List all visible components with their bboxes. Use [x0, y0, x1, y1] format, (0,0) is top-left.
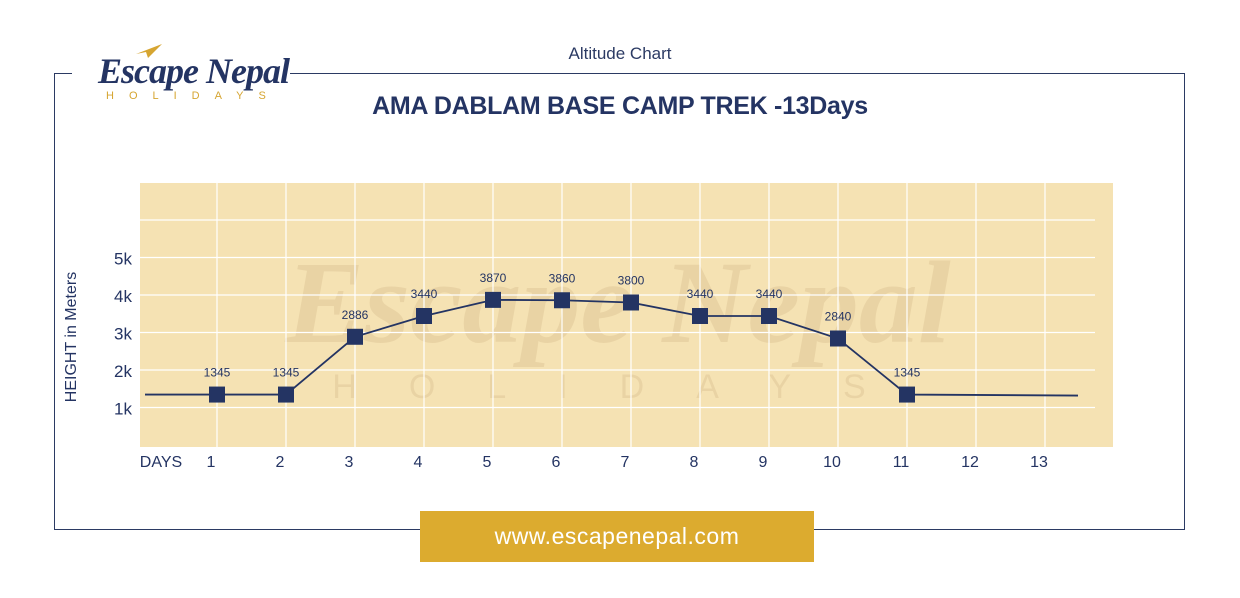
- x-tick-label: 6: [552, 454, 561, 471]
- data-point-label: 3870: [480, 271, 507, 285]
- data-point-label: 1345: [273, 366, 300, 380]
- data-point-marker: [485, 291, 501, 308]
- header-label: Altitude Chart: [568, 44, 672, 63]
- x-tick-label: 3: [345, 454, 354, 471]
- website-url-banner[interactable]: www.escapenepal.com: [420, 511, 814, 562]
- data-point-marker: [209, 386, 225, 403]
- data-point-marker: [692, 308, 708, 324]
- data-point-marker: [347, 328, 363, 345]
- x-axis-label: DAYS: [140, 454, 182, 471]
- data-point-marker: [830, 330, 846, 347]
- y-tick-label: 4k: [114, 287, 132, 306]
- logo-tagline: HOLIDAYS: [106, 90, 281, 102]
- data-point-marker: [761, 308, 777, 324]
- data-point-marker: [278, 386, 294, 403]
- x-tick-label: 4: [414, 454, 423, 471]
- website-url[interactable]: www.escapenepal.com: [494, 523, 740, 549]
- brand-logo: Escape Nepal HOLIDAYS: [96, 44, 290, 108]
- data-point-label: 1345: [204, 366, 231, 380]
- x-tick-label: 1: [207, 454, 216, 471]
- data-point-marker: [416, 308, 432, 324]
- data-point-label: 3440: [687, 287, 714, 301]
- data-point-label: 3440: [756, 287, 783, 301]
- x-tick-label: 12: [961, 454, 979, 471]
- x-tick-label: 9: [759, 454, 768, 471]
- x-tick-label: 11: [893, 454, 910, 471]
- y-tick-label: 2k: [114, 362, 132, 381]
- x-tick-label: 5: [483, 454, 492, 471]
- x-tick-label: 7: [621, 454, 630, 471]
- y-tick-label: 1k: [114, 400, 132, 419]
- data-point-label: 2886: [342, 308, 369, 322]
- plot-background: [140, 183, 1113, 447]
- y-axis-label: HEIGHT in Meters: [63, 272, 80, 402]
- data-point-marker: [623, 294, 639, 311]
- x-tick-label: 8: [690, 454, 699, 471]
- data-point-marker: [899, 386, 915, 403]
- logo-wordmark: Escape Nepal: [98, 51, 290, 91]
- y-tick-label: 5k: [114, 250, 132, 269]
- logo-backdrop: [72, 60, 290, 110]
- watermark-tagline: HOLIDAYS: [332, 368, 917, 406]
- x-tick-label: 10: [823, 454, 841, 471]
- paper-plane-icon: [136, 44, 162, 58]
- x-tick-label: 13: [1030, 454, 1048, 471]
- chart-title: AMA DABLAM BASE CAMP TREK -13Days: [372, 92, 868, 120]
- data-point-label: 3860: [549, 271, 576, 285]
- data-point-label: 3800: [618, 274, 645, 288]
- data-point-label: 2840: [825, 310, 852, 324]
- y-tick-label: 3k: [114, 325, 132, 344]
- data-point-marker: [554, 292, 570, 309]
- data-point-label: 1345: [894, 366, 921, 380]
- data-point-label: 3440: [411, 287, 438, 301]
- x-tick-label: 2: [276, 454, 285, 471]
